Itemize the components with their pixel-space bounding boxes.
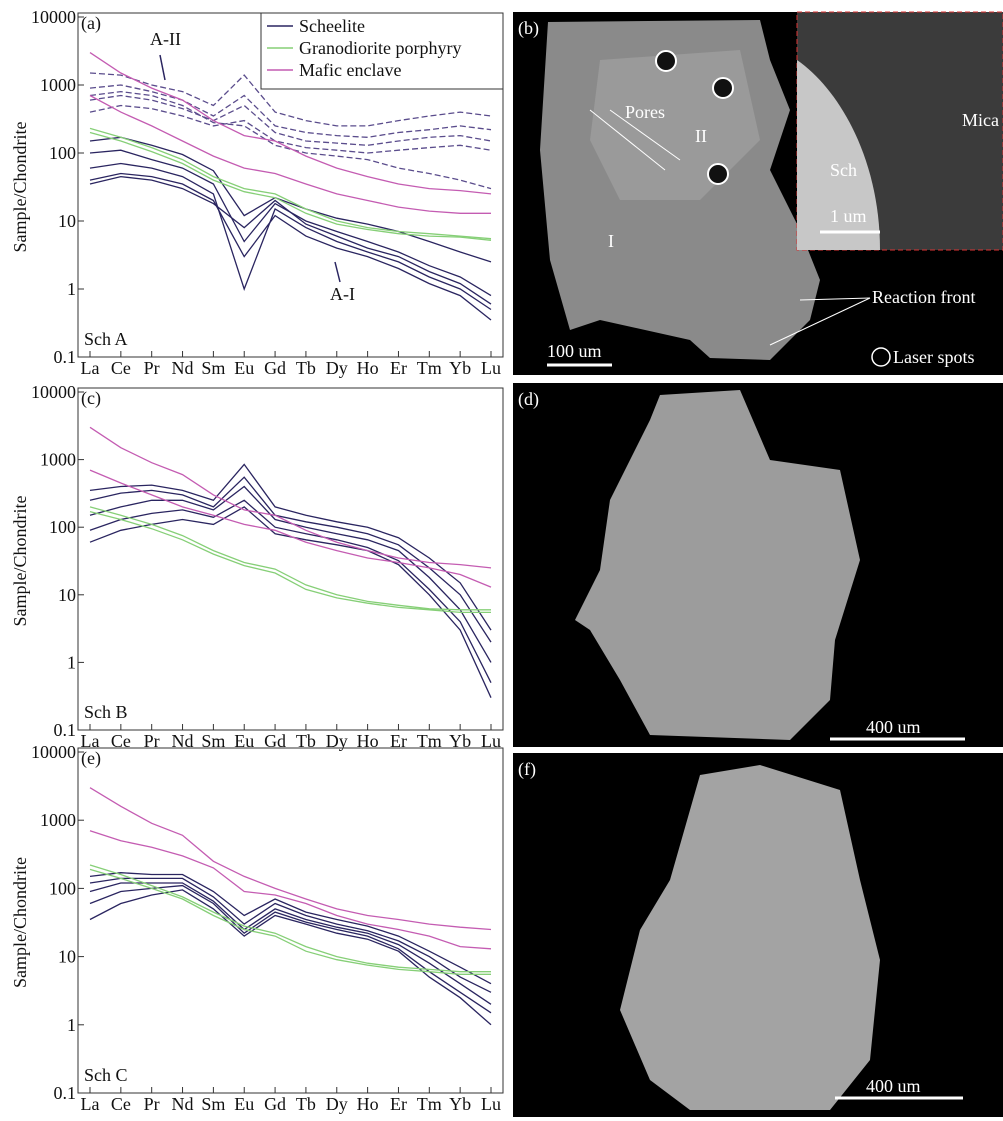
series-line	[90, 487, 491, 663]
y-tick-label: 1	[67, 279, 76, 299]
cl-image-f: (f) 400 um	[513, 753, 1003, 1117]
x-tick-label: Ce	[111, 1094, 131, 1114]
annotation: Reaction front	[872, 287, 975, 307]
x-tick-label: Ho	[357, 1094, 379, 1114]
series-line	[90, 873, 491, 984]
y-tick-label: 100	[49, 517, 76, 537]
scale-label: 400 um	[866, 717, 921, 737]
plot-frame	[78, 388, 503, 730]
legend-label: Mafic enclave	[299, 60, 401, 80]
x-tick-label: Tb	[296, 1094, 316, 1114]
series-line	[90, 150, 491, 295]
y-axis-title: Sample/Chondrite	[10, 857, 30, 988]
legend-label: Scheelite	[299, 16, 365, 36]
scale-label: 100 um	[547, 341, 602, 361]
x-tick-label: Lu	[481, 1094, 501, 1114]
series-line	[90, 177, 491, 305]
panel-label: (e)	[81, 748, 101, 769]
x-tick-label: Nd	[172, 358, 194, 378]
x-tick-label: Gd	[264, 358, 286, 378]
panel-label: (c)	[81, 388, 101, 409]
panel-label: (b)	[518, 18, 539, 39]
panel-label: (a)	[81, 13, 101, 34]
x-tick-label: Sm	[201, 1094, 225, 1114]
y-axis-title: Sample/Chondrite	[10, 495, 30, 626]
x-tick-label: Pr	[144, 358, 160, 378]
y-tick-label: 1000	[40, 75, 76, 95]
sample-label: Sch C	[84, 1065, 128, 1085]
y-tick-label: 10000	[31, 7, 76, 27]
x-tick-label: Nd	[172, 1094, 194, 1114]
x-tick-label: Sm	[201, 358, 225, 378]
x-tick-label: La	[81, 358, 100, 378]
x-tick-label: La	[81, 1094, 100, 1114]
x-tick-label: Ce	[111, 358, 131, 378]
x-tick-label: Lu	[481, 358, 501, 378]
x-tick-label: Tb	[296, 358, 316, 378]
series-line	[90, 464, 491, 630]
panel-label: (f)	[518, 759, 536, 780]
y-tick-label: 10	[58, 585, 76, 605]
panel-label: (d)	[518, 389, 539, 410]
figure: (b) Pores II I Sch Mica 1 um Reaction fr…	[0, 0, 1003, 1121]
y-tick-label: 1	[67, 1015, 76, 1035]
y-tick-label: 0.1	[54, 347, 77, 367]
y-tick-label: 0.1	[54, 1083, 77, 1103]
series-line	[90, 507, 491, 698]
series-line	[90, 865, 491, 972]
x-tick-label: Eu	[234, 358, 254, 378]
x-tick-label: Dy	[326, 1094, 348, 1114]
x-tick-label: Tm	[417, 358, 442, 378]
y-tick-label: 1000	[40, 810, 76, 830]
y-tick-label: 10	[58, 211, 76, 231]
y-tick-label: 1000	[40, 450, 76, 470]
series-line	[90, 96, 491, 214]
sample-label: Sch A	[84, 329, 128, 349]
x-tick-label: Eu	[234, 1094, 254, 1114]
y-axis-title: Sample/Chondrite	[10, 121, 30, 252]
y-tick-label: 10	[58, 947, 76, 967]
annotation: Mica	[962, 110, 999, 130]
x-tick-label: Yb	[449, 1094, 471, 1114]
annotation: II	[695, 126, 707, 146]
plot-frame	[78, 748, 503, 1093]
annotation: A-I	[330, 284, 355, 304]
x-tick-label: Yb	[449, 358, 471, 378]
y-tick-label: 1	[67, 652, 76, 672]
annotation: A-II	[150, 29, 181, 49]
bse-image-b: (b) Pores II I Sch Mica 1 um Reaction fr…	[513, 12, 1003, 375]
series-line	[90, 96, 491, 146]
series-line	[90, 85, 491, 137]
scale-label: 400 um	[866, 1076, 921, 1096]
series-line	[90, 174, 491, 321]
series-line	[90, 427, 491, 568]
annotation: Sch	[830, 160, 857, 180]
annotation: I	[608, 231, 614, 251]
sample-label: Sch B	[84, 702, 128, 722]
series-line	[90, 886, 491, 1013]
x-tick-label: Er	[390, 1094, 407, 1114]
x-tick-label: Tm	[417, 1094, 442, 1114]
annotation: Pores	[625, 102, 665, 122]
x-tick-label: Er	[390, 358, 407, 378]
series-line	[90, 92, 491, 189]
annotation: Laser spots	[893, 347, 974, 367]
cl-image-d: (d) 400 um	[513, 383, 1003, 747]
x-tick-label: Ho	[357, 358, 379, 378]
series-line	[90, 137, 491, 262]
y-tick-label: 100	[49, 878, 76, 898]
legend-label: Granodiorite porphyry	[299, 38, 461, 58]
y-tick-label: 10000	[31, 382, 76, 402]
x-tick-label: Dy	[326, 358, 348, 378]
y-tick-label: 10000	[31, 742, 76, 762]
series-line	[90, 831, 491, 949]
x-tick-label: Pr	[144, 1094, 160, 1114]
annotation-arrow	[335, 262, 340, 282]
x-tick-label: Gd	[264, 1094, 286, 1114]
annotation-arrow	[160, 55, 165, 80]
y-tick-label: 0.1	[54, 720, 77, 740]
series-line	[90, 788, 491, 930]
y-tick-label: 100	[49, 143, 76, 163]
scale-label: 1 um	[830, 206, 867, 226]
